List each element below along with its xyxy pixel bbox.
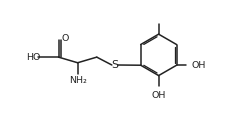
- Text: OH: OH: [191, 61, 206, 70]
- Text: HO: HO: [27, 53, 41, 62]
- Text: O: O: [61, 34, 68, 43]
- Text: S: S: [111, 60, 118, 70]
- Text: NH₂: NH₂: [69, 76, 87, 85]
- Text: OH: OH: [151, 91, 166, 100]
